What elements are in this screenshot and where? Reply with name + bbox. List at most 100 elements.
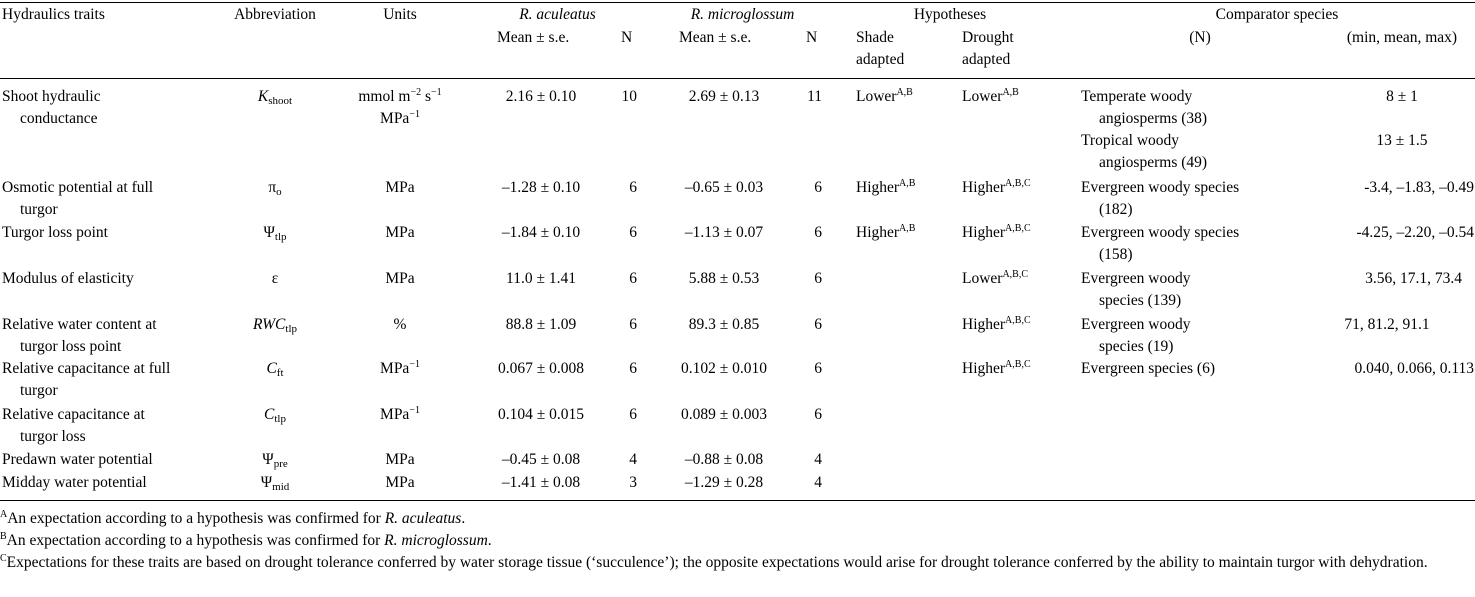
comparator-cont: angiosperms (38)	[1099, 110, 1208, 127]
comparator: Evergreen woody species	[1081, 224, 1240, 241]
mean-a: 88.8 ± 1.09	[505, 316, 577, 333]
n-a: 3	[629, 474, 637, 491]
n-a: 6	[629, 270, 637, 287]
abbreviation: RWCtlp	[252, 316, 298, 335]
mean-a: 0.067 ± 0.008	[497, 360, 584, 377]
units: MPa	[385, 224, 415, 241]
n-a: 6	[629, 179, 637, 196]
shade-adapted: HigherA,B	[856, 178, 916, 197]
header-species-a: R. aculeatus	[519, 6, 596, 23]
header-comparator-n: (N)	[1189, 29, 1211, 46]
n-b: 6	[814, 360, 822, 377]
n-b: 6	[814, 179, 822, 196]
units: MPa	[385, 451, 415, 468]
abbreviation: Ctlp	[264, 406, 286, 425]
comparator-cont: (182)	[1099, 201, 1133, 218]
trait-name-cont: turgor	[20, 201, 58, 218]
comparator-cont: species (19)	[1099, 338, 1174, 355]
n-a: 6	[629, 224, 637, 241]
mean-a: –1.41 ± 0.08	[501, 474, 581, 491]
drought-adapted: LowerA,B,C	[962, 269, 1029, 288]
units: MPa	[385, 474, 415, 491]
units: mmol m−2 s−1	[358, 87, 442, 106]
header-units: Units	[383, 6, 417, 23]
drought-adapted: HigherA,B,C	[962, 178, 1031, 197]
n-b: 6	[814, 224, 822, 241]
trait-name-cont: turgor	[20, 382, 58, 399]
comparator-cont: species (139)	[1099, 292, 1182, 309]
comparator-range: 0.040, 0.066, 0.113	[1354, 360, 1474, 377]
trait-name: Midday water potential	[2, 474, 147, 491]
trait-name-cont: conductance	[20, 110, 98, 127]
trait-name: Relative water content at	[2, 316, 157, 333]
comparator-2: Tropical woody	[1081, 132, 1180, 149]
bottom-rule	[0, 500, 1475, 501]
header-mean-se-a: Mean ± s.e.	[497, 29, 570, 46]
footnote-a: AAn expectation according to a hypothesi…	[0, 509, 466, 528]
header-hypotheses: Hypotheses	[913, 6, 987, 23]
drought-adapted: LowerA,B	[962, 87, 1019, 106]
n-b: 4	[814, 451, 822, 468]
drought-adapted: HigherA,B,C	[962, 315, 1031, 334]
mean-a: 0.104 ± 0.015	[497, 406, 584, 423]
comparator: Evergreen species (6)	[1081, 360, 1215, 377]
trait-name: Modulus of elasticity	[2, 270, 134, 287]
n-a: 6	[629, 316, 637, 333]
n-a: 6	[629, 406, 637, 423]
units: MPa−1	[380, 405, 420, 424]
units: %	[393, 316, 407, 333]
mean-b: –1.13 ± 0.07	[684, 224, 764, 241]
abbreviation: Ψmid	[260, 474, 290, 493]
n-b: 6	[814, 316, 822, 333]
header-traits: Hydraulics traits	[2, 6, 105, 23]
n-a: 4	[629, 451, 637, 468]
units: MPa	[385, 179, 415, 196]
comparator: Evergreen woody species	[1081, 179, 1240, 196]
trait-name: Turgor loss point	[2, 224, 108, 241]
trait-name: Relative capacitance at full	[2, 360, 171, 377]
mean-b: 0.102 ± 0.010	[680, 360, 767, 377]
trait-name-cont: turgor loss point	[20, 338, 122, 355]
comparator-cont: (158)	[1099, 246, 1133, 263]
trait-name: Shoot hydraulic	[2, 88, 101, 105]
mean-a: –1.84 ± 0.10	[501, 224, 581, 241]
comparator-2-cont: angiosperms (49)	[1099, 154, 1208, 171]
comparator: Evergreen woody	[1081, 270, 1191, 287]
header-range: (min, mean, max)	[1346, 29, 1458, 46]
footnote-c: CExpectations for these traits are based…	[0, 553, 1428, 572]
footnote-b: BAn expectation according to a hypothesi…	[0, 531, 492, 550]
abbreviation: Ψtlp	[263, 224, 287, 243]
comparator: Temperate woody	[1081, 88, 1193, 105]
comparator-range: 3.56, 17.1, 73.4	[1365, 270, 1462, 287]
comparator-2-range: 13 ± 1.5	[1376, 132, 1428, 149]
n-b: 11	[807, 88, 822, 105]
trait-name: Predawn water potential	[2, 451, 153, 468]
trait-name-cont: turgor loss	[20, 428, 86, 445]
n-b: 6	[814, 406, 822, 423]
mean-a: 11.0 ± 1.41	[506, 270, 576, 287]
mean-a: –1.28 ± 0.10	[501, 179, 581, 196]
units-cont: MPa−1	[380, 109, 420, 128]
mean-b: 89.3 ± 0.85	[688, 316, 760, 333]
n-a: 10	[621, 88, 638, 105]
abbreviation: Kshoot	[257, 88, 293, 107]
abbreviation: Cft	[266, 360, 284, 379]
comparator-range: 71, 81.2, 91.1	[1344, 316, 1430, 333]
shade-adapted: LowerA,B	[856, 87, 913, 106]
top-rule	[0, 2, 1475, 3]
comparator: Evergreen woody	[1081, 316, 1191, 333]
header-n-b: N	[806, 29, 818, 46]
mean-b: 0.089 ± 0.003	[680, 406, 767, 423]
header-shade-1: Shade	[856, 29, 894, 46]
units: MPa	[385, 270, 415, 287]
header-n-a: N	[621, 29, 633, 46]
header-species-b: R. microglossum	[690, 6, 795, 23]
n-a: 6	[629, 360, 637, 377]
mean-a: –0.45 ± 0.08	[501, 451, 581, 468]
n-b: 6	[814, 270, 822, 287]
comparator-range: 8 ± 1	[1386, 88, 1418, 105]
abbreviation: Ψpre	[262, 451, 288, 470]
mean-b: –1.29 ± 0.28	[684, 474, 764, 491]
comparator-range: -3.4, –1.83, –0.49	[1364, 179, 1474, 196]
header-drought-2: adapted	[962, 51, 1011, 68]
